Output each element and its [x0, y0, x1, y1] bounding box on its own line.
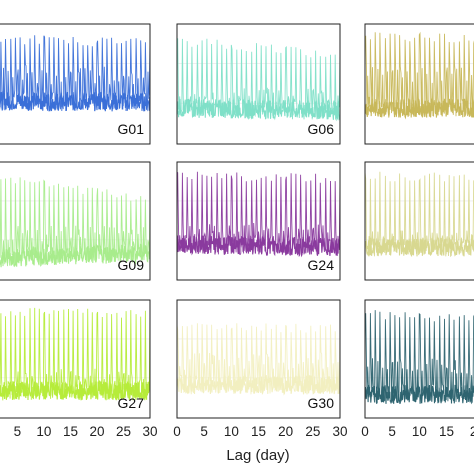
- panel-label: G27: [118, 395, 145, 411]
- panel-g01: G01: [0, 23, 151, 145]
- x-tick-label: 5: [14, 424, 22, 439]
- panel-g30: G30: [176, 299, 341, 419]
- panel-label: G06: [308, 121, 335, 137]
- panel-grid: G01 G06 G09 G24 G27 G30: [0, 23, 474, 419]
- series-line: [365, 31, 474, 118]
- x-axis-ticks: 5 10 15 20 25 30 0 5 10 15 20 25 30 0 5 10 15 2: [14, 424, 474, 439]
- series-band: [365, 237, 474, 257]
- series-band: [0, 90, 150, 112]
- x-tick-label: 5: [200, 424, 208, 439]
- x-tick-label: 5: [388, 424, 396, 439]
- panel-g09: G09: [0, 161, 151, 281]
- x-tick-label: 0: [173, 424, 181, 439]
- x-tick-label: 10: [412, 424, 427, 439]
- x-tick-label: 15: [63, 424, 78, 439]
- x-axis-title: Lag (day): [226, 447, 289, 464]
- panel-frame: [364, 299, 474, 419]
- x-tick-label: 20: [89, 424, 104, 439]
- x-tick-label: 15: [439, 424, 454, 439]
- series-line: [177, 323, 340, 395]
- panel-frame: [176, 299, 341, 419]
- panel-frame: [0, 299, 151, 419]
- panel-g27: G27: [0, 299, 151, 419]
- series-band: [177, 97, 340, 122]
- series-band: [177, 374, 340, 396]
- panel-label: G30: [308, 395, 335, 411]
- series-band: [365, 98, 474, 120]
- series-line: [177, 171, 340, 257]
- panel-label: G09: [118, 257, 145, 273]
- panel-label: G01: [118, 121, 145, 137]
- panel-g24: G24: [176, 161, 341, 281]
- x-tick-label: 30: [142, 424, 157, 439]
- series-line: [365, 310, 474, 405]
- x-tick-label: 25: [116, 424, 131, 439]
- panel-frame: [364, 23, 474, 145]
- panel-g06: G06: [176, 23, 341, 145]
- panel-unlabeled-8: [364, 299, 474, 419]
- x-tick-label: 20: [278, 424, 293, 439]
- x-tick-label: 0: [361, 424, 369, 439]
- x-tick-label: 15: [251, 424, 266, 439]
- panel-frame: [176, 23, 341, 145]
- panel-label: G24: [308, 257, 335, 273]
- panel-frame: [0, 23, 151, 145]
- series-band: [0, 243, 150, 268]
- panel-frame: [0, 161, 151, 281]
- x-tick-label: 10: [36, 424, 51, 439]
- panel-grid-lines: [365, 338, 474, 379]
- series-line: [0, 35, 150, 112]
- panel-unlabeled-5: [364, 161, 474, 281]
- series-band: [0, 380, 150, 401]
- x-tick-label: 30: [332, 424, 347, 439]
- x-tick-label: 2: [470, 424, 474, 439]
- series-band: [365, 384, 474, 405]
- panel-frame: [364, 161, 474, 281]
- series-band: [177, 234, 340, 258]
- x-tick-label: 25: [305, 424, 320, 439]
- series-line: [365, 171, 474, 258]
- panel-grid-lines: [0, 338, 150, 379]
- x-tick-label: 10: [224, 424, 239, 439]
- panel-frame: [176, 161, 341, 281]
- panel-unlabeled-2: [364, 23, 474, 145]
